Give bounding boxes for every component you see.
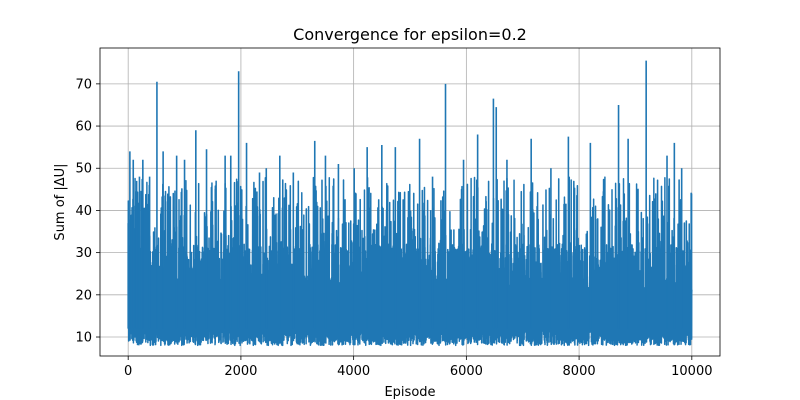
x-axis-label: Episode [384, 385, 435, 400]
y-tick-label: 50 [75, 162, 92, 177]
x-axis: 0 2000 4000 6000 8000 10000 [124, 356, 712, 379]
series-line [127, 176, 693, 347]
x-tick-label: 8000 [563, 364, 596, 379]
x-tick-label: 2000 [224, 364, 257, 379]
x-tick-label: 10000 [671, 364, 712, 379]
plot-frame [99, 47, 721, 357]
x-tick-label: 4000 [337, 364, 370, 379]
y-tick-label: 40 [75, 204, 92, 219]
y-tick-label: 60 [75, 120, 92, 135]
x-tick-label: 6000 [450, 364, 483, 379]
y-tick-label: 70 [75, 77, 92, 92]
y-tick-label: 30 [75, 246, 92, 261]
y-axis-label: Sum of |ΔU| [53, 163, 68, 240]
y-tick-label: 20 [75, 288, 92, 303]
chart-title: Convergence for epsilon=0.2 [293, 25, 527, 44]
y-axis: 10 20 30 40 50 60 70 [75, 77, 100, 346]
y-tick-label: 10 [75, 331, 92, 346]
x-tick-label: 0 [124, 364, 132, 379]
spike-layer [127, 60, 683, 329]
